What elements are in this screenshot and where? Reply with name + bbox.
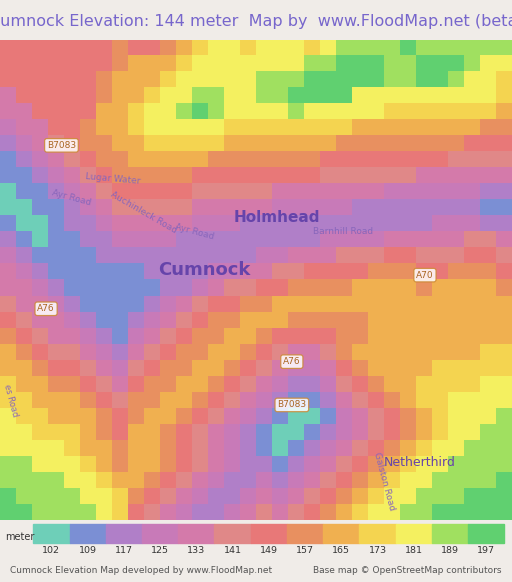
Text: Netherthird: Netherthird (384, 456, 456, 469)
Text: 109: 109 (79, 546, 97, 555)
Text: A76: A76 (37, 304, 55, 313)
Text: B7083: B7083 (47, 141, 76, 150)
Bar (396, 524, 432, 543)
Text: B7083: B7083 (278, 400, 306, 409)
Text: 102: 102 (42, 546, 60, 555)
Bar (215, 524, 251, 543)
Text: es Road: es Road (2, 383, 19, 417)
Text: A76: A76 (283, 357, 301, 366)
Text: Cumnock Elevation Map developed by www.FloodMap.net: Cumnock Elevation Map developed by www.F… (10, 566, 272, 576)
Text: 197: 197 (477, 546, 495, 555)
Text: Ayr Road: Ayr Road (51, 189, 92, 208)
Text: 125: 125 (151, 546, 169, 555)
Bar (178, 524, 215, 543)
Text: Galston Road: Galston Road (372, 452, 396, 512)
Text: 133: 133 (187, 546, 205, 555)
Text: meter: meter (5, 532, 34, 542)
Text: A70: A70 (416, 271, 434, 279)
Text: 165: 165 (332, 546, 350, 555)
Text: 157: 157 (296, 546, 314, 555)
Text: Holmhead: Holmhead (233, 210, 319, 225)
Bar (432, 524, 468, 543)
Bar (468, 524, 504, 543)
Text: 181: 181 (404, 546, 423, 555)
Text: Lugar Water: Lugar Water (84, 172, 141, 186)
Text: 173: 173 (369, 546, 387, 555)
Bar (251, 524, 287, 543)
Bar (323, 524, 359, 543)
Text: Base map © OpenStreetMap contributors: Base map © OpenStreetMap contributors (313, 566, 502, 576)
Text: 149: 149 (260, 546, 278, 555)
Text: Cumnock Elevation: 144 meter  Map by  www.FloodMap.net (beta): Cumnock Elevation: 144 meter Map by www.… (0, 15, 512, 29)
Text: 141: 141 (224, 546, 242, 555)
Text: Cumnock: Cumnock (159, 261, 251, 279)
Bar (33, 524, 70, 543)
Bar (142, 524, 178, 543)
Bar (359, 524, 396, 543)
Bar (106, 524, 142, 543)
Text: Ayr Road: Ayr Road (174, 222, 215, 242)
Text: 189: 189 (441, 546, 459, 555)
Bar (287, 524, 323, 543)
Text: 117: 117 (115, 546, 133, 555)
Bar (70, 524, 106, 543)
Text: Barnhill Road: Barnhill Road (313, 228, 373, 236)
Text: Auchinleck Road: Auchinleck Road (109, 190, 178, 235)
